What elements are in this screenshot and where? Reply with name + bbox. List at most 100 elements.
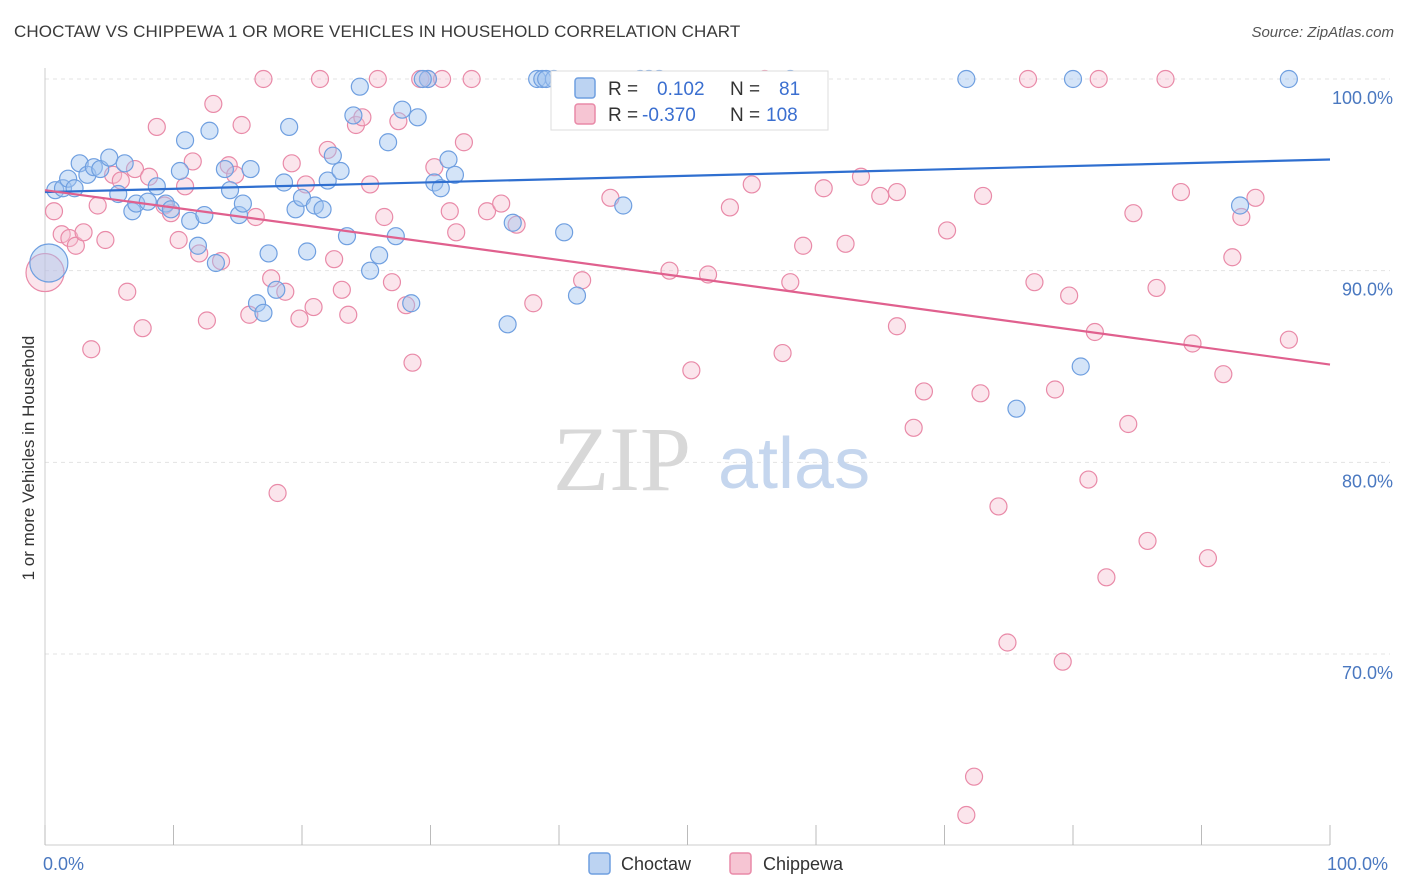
chippewa-point-72 <box>781 273 800 292</box>
choctaw-point-18 <box>170 161 190 181</box>
chippewa-point-19 <box>175 177 195 196</box>
choctaw-point-76 <box>1279 69 1298 89</box>
choctaw-point-31 <box>254 303 273 322</box>
y-tick-label-3: 70.0% <box>1342 663 1393 683</box>
chippewa-point-86 <box>1018 69 1038 89</box>
chippewa-point-107 <box>964 767 984 786</box>
chippewa-point-41 <box>332 280 351 299</box>
y-tick-labels: 100.0% 90.0% 80.0% 70.0% <box>1332 88 1393 683</box>
chippewa-point-20 <box>183 152 202 171</box>
choctaw-point-49 <box>378 133 398 152</box>
choctaw-point-48 <box>370 246 389 265</box>
trend-line-choctaw <box>44 158 1331 194</box>
chippewa-point-13 <box>133 319 152 338</box>
chippewa-point-48 <box>382 273 402 292</box>
chippewa-point-75 <box>836 234 855 253</box>
choctaw-point-77 <box>413 69 432 89</box>
chippewa-point-85 <box>998 633 1017 652</box>
chippewa-point-60 <box>477 202 497 221</box>
chippewa-point-23 <box>204 94 223 114</box>
chippewa-point-32 <box>268 483 287 503</box>
legend-n-value-chippewa: 108 <box>766 105 798 126</box>
chippewa-point-14 <box>139 167 159 186</box>
chippewa-point-96 <box>1138 531 1157 551</box>
watermark-atlas: atlas <box>718 424 870 504</box>
chippewa-point-90 <box>1060 286 1079 305</box>
chippewa-point-34 <box>282 154 301 173</box>
choctaw-point-57 <box>439 150 458 169</box>
bottom-legend-swatch-chippewa <box>729 852 752 875</box>
chippewa-point-73 <box>794 236 813 255</box>
chippewa-point-103 <box>1223 248 1242 267</box>
chart-title: CHOCTAW VS CHIPPEWA 1 OR MORE VEHICLES I… <box>14 22 741 41</box>
chippewa-point-97 <box>1147 278 1166 298</box>
chippewa-point-11 <box>118 282 137 301</box>
chippewa-point-54 <box>425 158 444 177</box>
chippewa-point-7 <box>88 196 107 215</box>
choctaw-point-34 <box>274 173 294 192</box>
chippewa-point-101 <box>1198 549 1218 568</box>
choctaw-point-19 <box>175 131 195 150</box>
y-tick-label-1: 90.0% <box>1342 280 1393 300</box>
chippewa-point-1 <box>44 202 64 221</box>
legend-r-value-choctaw: 0.102 <box>657 79 705 100</box>
chippewa-point-77 <box>871 186 890 206</box>
choctaw-point-51 <box>393 100 412 119</box>
choctaw-point-64 <box>555 223 574 242</box>
chippewa-point-110 <box>887 182 907 202</box>
chippewa-point-87 <box>1025 273 1044 292</box>
chippewa-point-78 <box>887 317 907 336</box>
chippewa-point-5 <box>74 223 93 242</box>
chippewa-point-6 <box>82 340 101 359</box>
legend-swatch-chippewa <box>574 103 596 125</box>
choctaw-point-60 <box>503 213 522 232</box>
chippewa-point-38 <box>310 69 330 89</box>
chippewa-point-67 <box>682 361 701 380</box>
chippewa-point-56 <box>440 202 459 221</box>
chippewa-point-99 <box>1171 182 1191 202</box>
chippewa-point-98 <box>1156 69 1175 89</box>
bottom-legend: Choctaw Chippewa <box>588 852 844 875</box>
chippewa-point-35 <box>290 309 309 328</box>
y-tick-label-0: 100.0% <box>1332 88 1393 108</box>
chippewa-point-44 <box>353 108 372 127</box>
chippewa-point-42 <box>339 305 358 324</box>
chippewa-point-31 <box>262 269 281 288</box>
chippewa-point-74 <box>814 179 833 198</box>
chippewa-point-22 <box>197 311 217 330</box>
choctaw-point-46 <box>350 77 369 96</box>
chippewa-point-61 <box>492 194 511 213</box>
chippewa-point-108 <box>957 805 976 825</box>
choctaw-point-42 <box>323 146 342 165</box>
choctaw-point-11 <box>115 154 134 173</box>
bottom-legend-label-chippewa: Chippewa <box>763 854 844 874</box>
bottom-legend-label-choctaw: Choctaw <box>621 854 692 874</box>
choctaw-point-14 <box>138 192 157 211</box>
choctaw-point-22 <box>195 205 214 225</box>
chippewa-point-12 <box>125 159 145 179</box>
chippewa-point-94 <box>1119 414 1138 434</box>
choctaw-point-58 <box>445 165 465 184</box>
chippewa-point-46 <box>368 69 387 89</box>
chippewa-point-89 <box>1053 652 1072 671</box>
chippewa-point-8 <box>96 230 115 250</box>
choctaw-point-30 <box>247 294 267 313</box>
choctaw-point-29 <box>241 159 260 179</box>
chippewa-point-93 <box>1097 568 1116 587</box>
choctaw-point-74 <box>1071 357 1090 376</box>
choctaw-point-25 <box>215 159 234 179</box>
legend-swatch-choctaw <box>574 77 596 99</box>
x-tick-label-max: 100.0% <box>1327 854 1388 874</box>
chippewa-point-70 <box>742 175 761 194</box>
choctaw-point-36 <box>286 200 305 219</box>
chippewa-point-40 <box>325 250 344 269</box>
choctaw-point-32 <box>259 244 278 263</box>
watermark: ZIP atlas <box>553 408 870 510</box>
choctaw-point-15 <box>147 177 166 196</box>
y-tick-label-2: 80.0% <box>1342 471 1393 491</box>
chippewa-point-79 <box>904 418 923 437</box>
chippewa-point-109 <box>1089 69 1108 89</box>
stats-legend-box <box>550 70 829 131</box>
choctaw-point-33 <box>267 280 286 299</box>
choctaw-point-66 <box>614 196 633 215</box>
